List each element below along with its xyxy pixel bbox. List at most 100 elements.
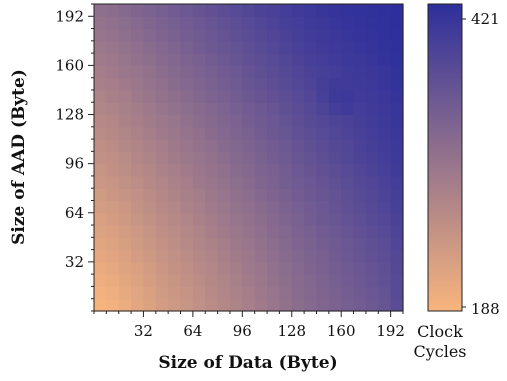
heatmap-cells <box>94 4 404 312</box>
heatmap-cell <box>192 89 206 103</box>
heatmap-cell <box>378 225 392 238</box>
heatmap-cell <box>267 274 280 288</box>
heatmap-cell <box>341 175 355 189</box>
heatmap-cell <box>328 139 342 152</box>
heatmap-cell <box>365 163 379 177</box>
heatmap-cell <box>279 163 293 177</box>
heatmap-cell <box>217 163 231 177</box>
y-tick-label: 192 <box>55 7 84 25</box>
heatmap-cell <box>106 77 120 91</box>
heatmap-cell <box>118 175 132 189</box>
heatmap-cell <box>378 261 392 275</box>
heatmap-cell <box>168 286 182 300</box>
heatmap-cell <box>106 274 120 288</box>
heatmap-cell <box>316 65 330 79</box>
heatmap-cell <box>242 102 256 116</box>
heatmap-cell <box>365 139 379 152</box>
y-axis: 32 64 96 128 160 192 <box>55 3 94 312</box>
heatmap-cell <box>229 40 243 54</box>
heatmap-cell <box>279 212 293 226</box>
heatmap-cell <box>316 200 330 214</box>
heatmap-cell <box>390 77 404 91</box>
heatmap-cell <box>131 28 145 42</box>
heatmap-cell <box>94 53 107 66</box>
heatmap-cell <box>267 151 280 165</box>
heatmap-cell <box>106 151 120 165</box>
heatmap-cell <box>205 200 219 214</box>
heatmap-cell <box>242 237 256 251</box>
heatmap-cell <box>94 151 107 165</box>
heatmap-cell <box>267 261 280 275</box>
heatmap-cell <box>94 77 107 91</box>
heatmap-cell <box>267 65 280 79</box>
heatmap-cell <box>316 139 330 152</box>
heatmap-cell <box>328 114 342 128</box>
heatmap-cell <box>316 237 330 251</box>
heatmap-cell <box>205 16 219 30</box>
heatmap-cell <box>131 249 145 263</box>
heatmap-cell <box>192 237 206 251</box>
heatmap-cell <box>155 77 169 91</box>
heatmap-cell <box>217 4 231 17</box>
heatmap-cell <box>242 40 256 54</box>
heatmap-cell <box>254 212 268 226</box>
heatmap-cell <box>168 126 182 140</box>
heatmap-cell <box>291 286 305 300</box>
heatmap-cell <box>316 212 330 226</box>
heatmap-cell <box>242 249 256 263</box>
heatmap-cell <box>365 286 379 300</box>
heatmap-cell <box>316 114 330 128</box>
heatmap-cell <box>217 139 231 152</box>
heatmap-cell <box>365 175 379 189</box>
heatmap-cell <box>341 126 355 140</box>
heatmap-cell <box>328 286 342 300</box>
heatmap-cell <box>353 40 367 54</box>
heatmap-cell <box>217 77 231 91</box>
heatmap-cell <box>168 151 182 165</box>
heatmap-cell <box>180 175 194 189</box>
heatmap-cell <box>192 261 206 275</box>
heatmap-cell <box>353 89 367 103</box>
heatmap-cell <box>279 4 293 17</box>
heatmap-cell <box>229 114 243 128</box>
heatmap-cell <box>192 16 206 30</box>
heatmap-cell <box>155 16 169 30</box>
heatmap-cell <box>229 274 243 288</box>
heatmap-cell <box>143 200 157 214</box>
heatmap-cell <box>217 126 231 140</box>
heatmap-cell <box>316 89 330 103</box>
heatmap-cell <box>365 77 379 91</box>
heatmap-cell <box>205 28 219 42</box>
heatmap-cell <box>291 28 305 42</box>
heatmap-cell <box>304 53 318 66</box>
heatmap-cell <box>106 4 120 17</box>
heatmap-cell <box>365 151 379 165</box>
heatmap-cell <box>242 126 256 140</box>
heatmap-cell <box>341 298 355 312</box>
heatmap-cell <box>378 53 392 66</box>
heatmap-cell <box>304 225 318 238</box>
heatmap-cell <box>390 212 404 226</box>
heatmap-cell <box>267 286 280 300</box>
heatmap-cell <box>143 139 157 152</box>
heatmap-cell <box>254 77 268 91</box>
heatmap-cell <box>205 126 219 140</box>
heatmap-cell <box>304 237 318 251</box>
heatmap-cell <box>106 175 120 189</box>
heatmap-cell <box>118 4 132 17</box>
heatmap-cell <box>365 298 379 312</box>
heatmap-cell <box>217 114 231 128</box>
heatmap-cell <box>254 188 268 202</box>
plot-frame <box>93 3 404 312</box>
heatmap-cell <box>279 249 293 263</box>
heatmap-cell <box>155 102 169 116</box>
heatmap-cell <box>365 40 379 54</box>
heatmap-cell <box>118 261 132 275</box>
heatmap-cell <box>94 114 107 128</box>
x-axis-title: Size of Data (Byte) <box>158 353 337 373</box>
heatmap-cell <box>118 77 132 91</box>
heatmap-cell <box>229 53 243 66</box>
heatmap-cell <box>229 65 243 79</box>
heatmap-cell <box>118 212 132 226</box>
heatmap-cell <box>143 249 157 263</box>
